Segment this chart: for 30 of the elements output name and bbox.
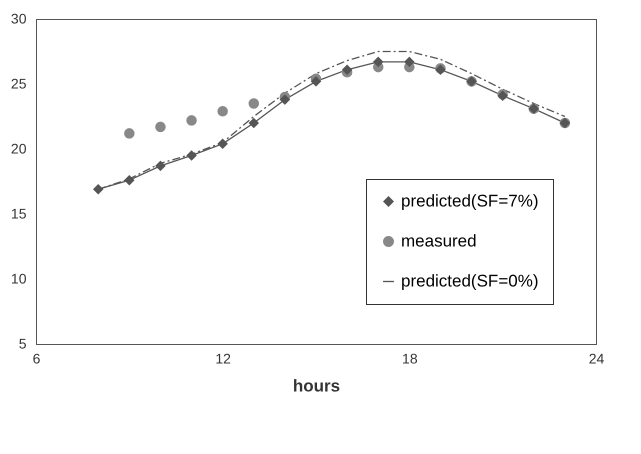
legend-label: measured — [401, 232, 477, 250]
x-tick-label: 12 — [215, 350, 232, 366]
x-tick-label: 6 — [32, 350, 41, 366]
y-tick-label: 20 — [10, 140, 27, 156]
point — [248, 118, 260, 128]
point — [155, 122, 166, 132]
point — [155, 160, 166, 172]
x-tick-label: 18 — [402, 350, 418, 366]
y-tick-label: 25 — [10, 76, 27, 92]
point — [342, 64, 352, 75]
point — [404, 56, 415, 68]
point — [310, 76, 322, 87]
point — [124, 174, 135, 186]
x-tick-label: 24 — [588, 350, 604, 366]
point — [217, 106, 228, 117]
point — [186, 115, 197, 126]
point — [248, 98, 260, 109]
y-tick-label: 5 — [18, 336, 27, 352]
point — [124, 128, 135, 139]
point — [92, 184, 104, 195]
y-tick-label: 30 — [10, 10, 27, 26]
point — [372, 56, 384, 68]
legend-label: predicted(SF=7%) — [401, 192, 538, 210]
x-axis-title: hours — [292, 376, 340, 396]
point — [217, 138, 228, 150]
point — [280, 94, 290, 105]
point — [186, 150, 197, 161]
y-tick-label: 10 — [10, 270, 27, 286]
y-tick-label: 15 — [10, 206, 27, 222]
legend-label: predicted(SF=0%) — [401, 272, 538, 290]
